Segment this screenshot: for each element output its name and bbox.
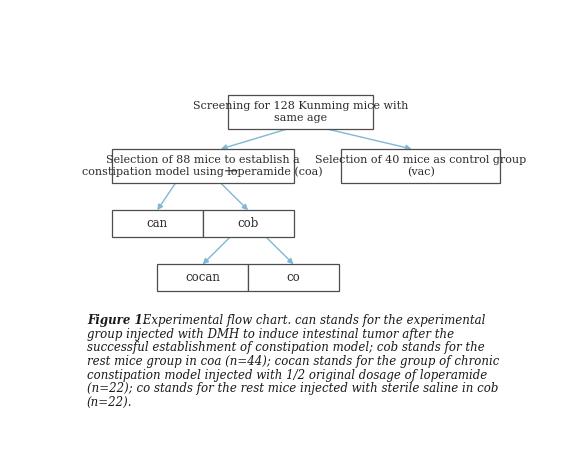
Text: (n=22); co stands for the rest mice injected with sterile saline in cob: (n=22); co stands for the rest mice inje… [87,382,498,395]
Text: cocan: cocan [185,271,220,284]
FancyBboxPatch shape [112,210,203,237]
Text: Experimental flow chart. can stands for the experimental: Experimental flow chart. can stands for … [139,314,485,327]
Text: cob: cob [237,217,259,230]
Text: rest mice group in coa (n=44); cocan stands for the group of chronic: rest mice group in coa (n=44); cocan sta… [87,355,499,368]
Text: can: can [146,217,168,230]
FancyBboxPatch shape [227,95,373,129]
Text: (n=22).: (n=22). [87,396,132,409]
Text: Figure 1.: Figure 1. [87,314,146,327]
Text: constipation model injected with 1/2 original dosage of loperamide: constipation model injected with 1/2 ori… [87,369,487,381]
Text: co: co [287,271,301,284]
Text: Screening for 128 Kunming mice with
same age: Screening for 128 Kunming mice with same… [193,101,408,123]
FancyBboxPatch shape [341,149,500,183]
FancyBboxPatch shape [203,210,294,237]
Text: successful establishment of constipation model; cob stands for the: successful establishment of constipation… [87,341,485,354]
FancyBboxPatch shape [157,264,248,291]
FancyBboxPatch shape [112,149,294,183]
FancyBboxPatch shape [248,264,339,291]
Text: group injected with DMH to induce intestinal tumor after the: group injected with DMH to induce intest… [87,328,454,341]
Text: Selection of 88 mice to establish a
constipation model using loperamide (coa): Selection of 88 mice to establish a cons… [83,155,323,177]
Text: Selection of 40 mice as control group
(vac): Selection of 40 mice as control group (v… [315,155,526,177]
